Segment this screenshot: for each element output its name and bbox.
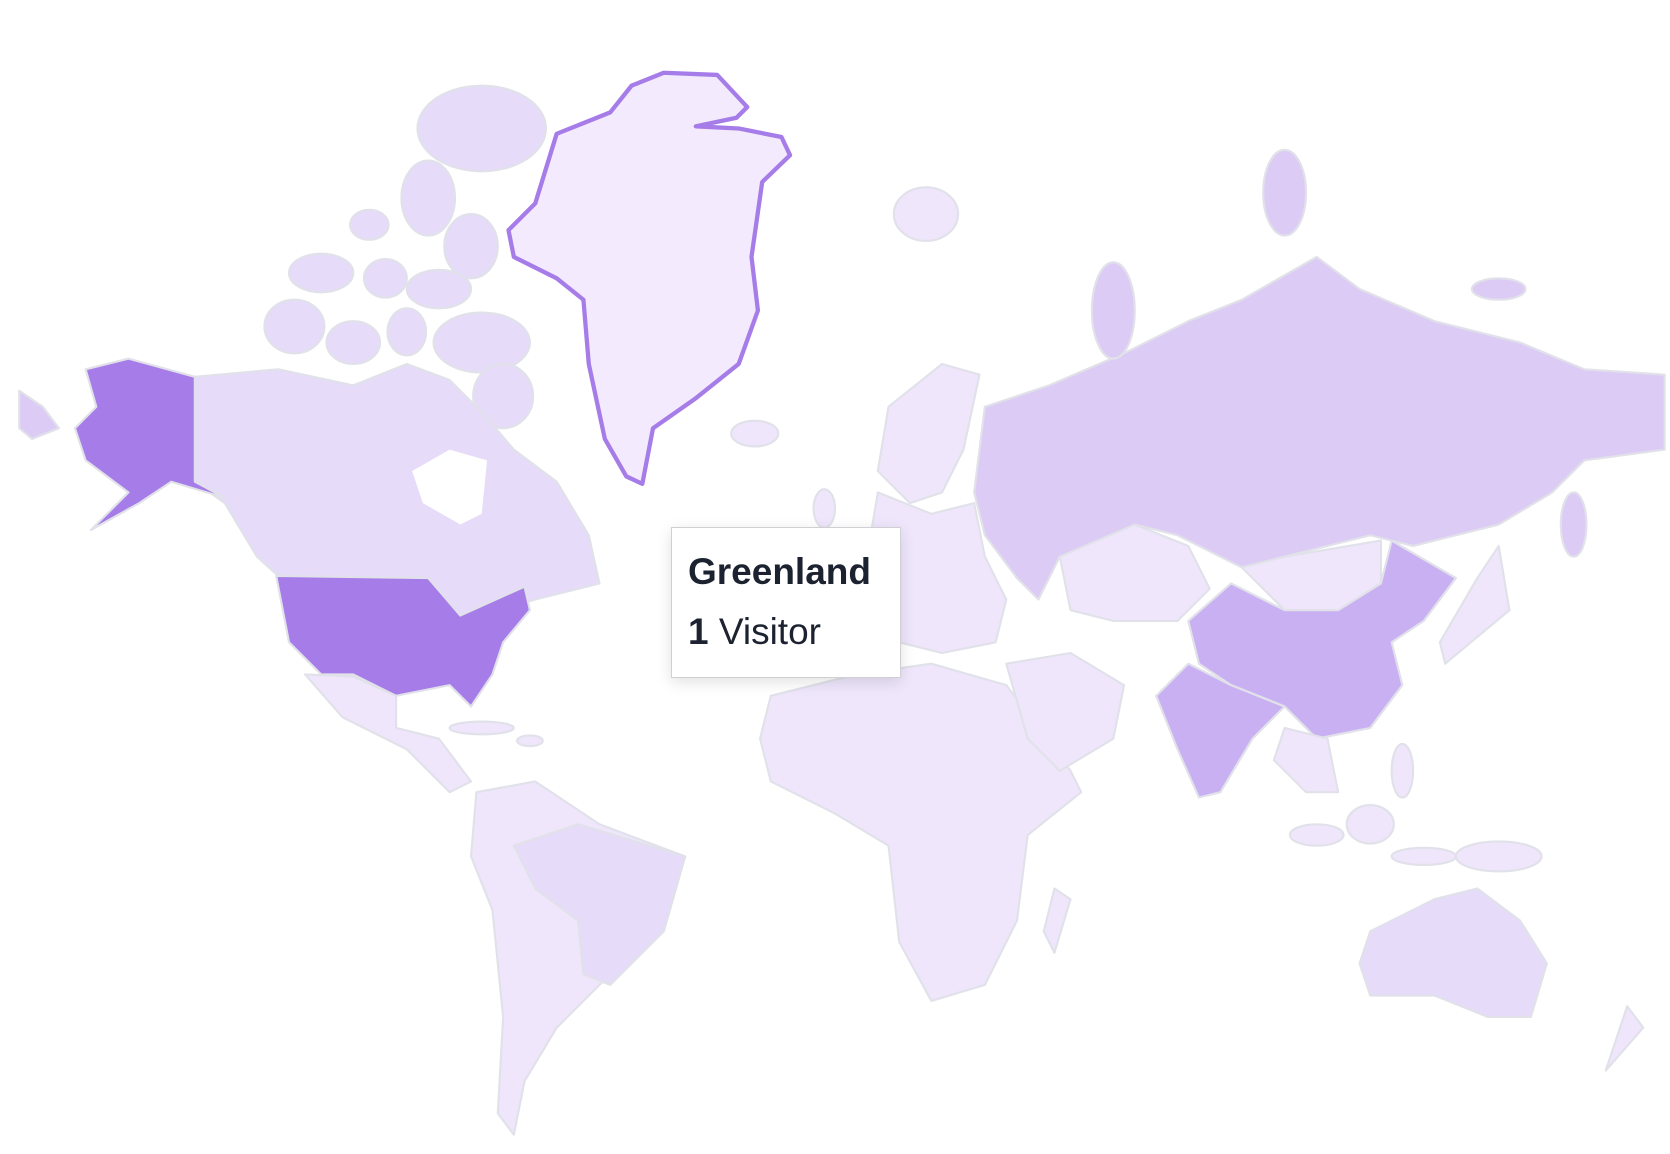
country-madagascar[interactable] — [1042, 887, 1072, 954]
country-alaska[interactable] — [73, 357, 226, 531]
caribbean[interactable] — [448, 720, 544, 748]
country-svalbard[interactable] — [892, 186, 960, 242]
country-middle-east[interactable] — [1005, 651, 1126, 772]
country-tooltip: Greenland 1 Visitor — [671, 527, 901, 678]
tooltip-visitor-count: 1 Visitor — [688, 610, 884, 654]
country-new-zealand[interactable] — [1604, 1005, 1645, 1072]
visitor-count-number: 1 — [688, 611, 709, 652]
country-japan[interactable] — [1438, 544, 1511, 665]
indonesia-islands[interactable] — [1288, 742, 1543, 873]
country-greenland[interactable] — [506, 70, 793, 487]
country-africa[interactable] — [758, 662, 1083, 1002]
country-iceland[interactable] — [730, 419, 780, 448]
country-russia-east-tip[interactable] — [18, 389, 60, 440]
country-brazil[interactable] — [512, 823, 687, 986]
country-australia[interactable] — [1358, 887, 1548, 1019]
country-kazakhstan[interactable] — [1058, 523, 1211, 622]
country-scandinavia[interactable] — [876, 362, 981, 505]
country-southeast-asia[interactable] — [1272, 726, 1340, 794]
country-mexico[interactable] — [304, 673, 473, 794]
country-russia[interactable] — [973, 255, 1666, 601]
country-canada-islands[interactable] — [263, 84, 548, 430]
country-india[interactable] — [1155, 662, 1286, 799]
countries — [18, 70, 1666, 1136]
tooltip-country-name: Greenland — [688, 551, 871, 592]
visitor-count-unit: Visitor — [718, 611, 821, 652]
country-canada[interactable] — [193, 362, 601, 622]
country-uk[interactable] — [812, 488, 837, 529]
russia-islands[interactable] — [1090, 148, 1588, 558]
hudson-bay — [412, 449, 488, 525]
